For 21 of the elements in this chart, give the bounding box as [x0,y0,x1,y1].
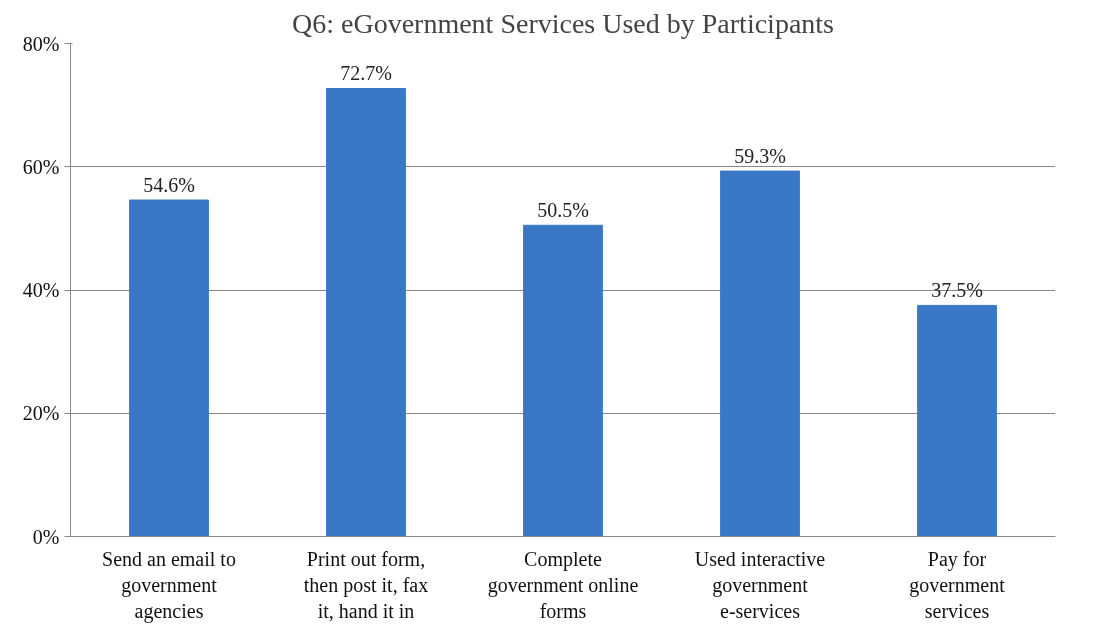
bar [129,199,209,537]
x-tick-label: Send an email to government agencies [102,547,236,624]
bar [523,224,603,537]
data-label: 72.7% [340,62,392,85]
y-tick-label: 80% [22,32,60,55]
y-tick-label: 0% [32,525,60,548]
data-label: 59.3% [734,145,786,168]
y-tick-label: 60% [22,155,60,178]
bar [326,87,406,537]
y-tick-label: 20% [22,402,60,425]
bar [720,170,800,537]
x-tick-label: Pay for government services [909,547,1006,623]
x-tick-label: Complete government online forms [487,547,639,623]
data-label: 50.5% [537,199,589,222]
x-tick-label: Print out form, then post it, fax it, hand it in [303,547,429,623]
data-label: 54.6% [143,174,195,197]
chart-title: Q6: eGovernment Services Used by Participants [292,7,834,39]
data-label: 37.5% [931,279,983,302]
x-tick-label: Used interactive government e-services [694,547,826,623]
bar [917,304,997,537]
y-tick-label: 40% [22,279,60,301]
